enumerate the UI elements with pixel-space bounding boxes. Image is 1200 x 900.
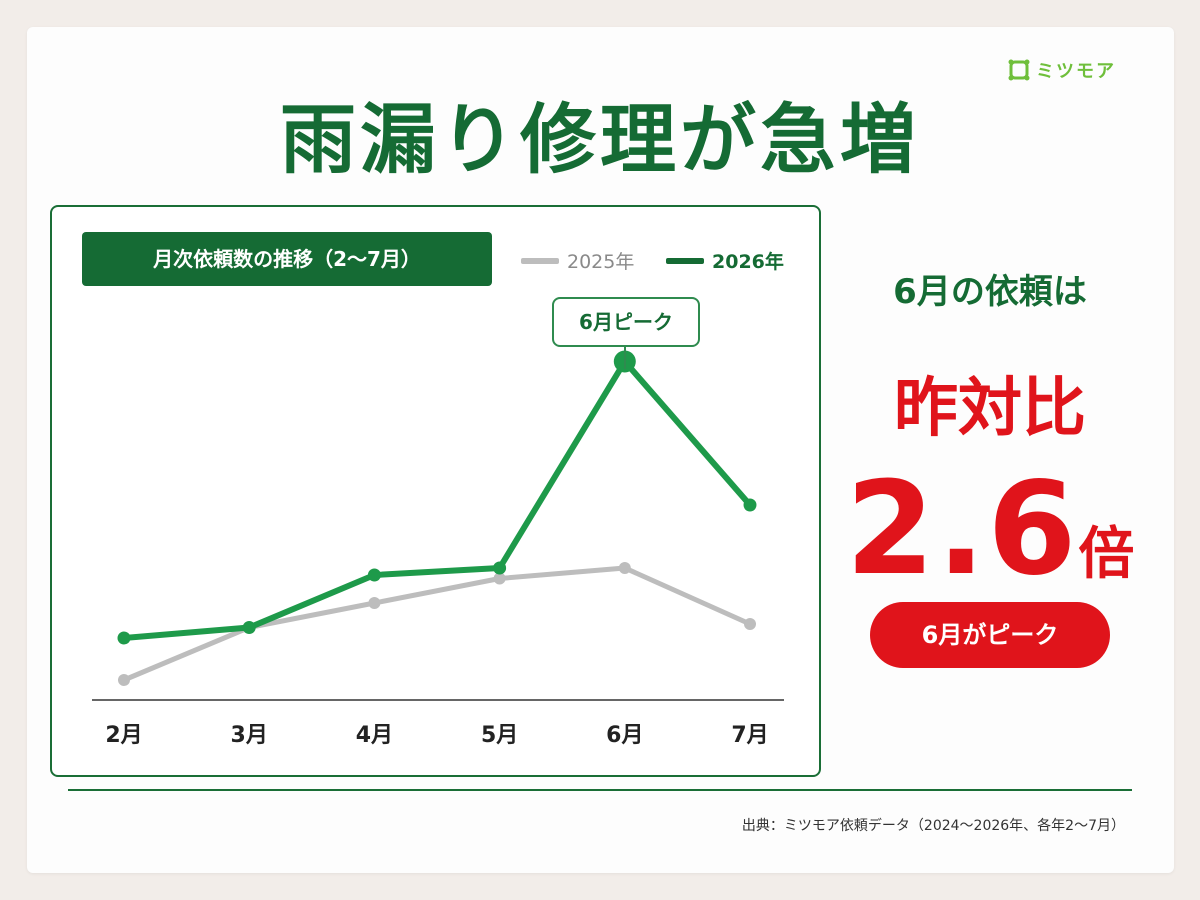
peak-badge: 6月がピーク (870, 602, 1110, 668)
highlight-number: 2.6 (845, 455, 1079, 604)
footer-divider (68, 789, 1132, 791)
x-tick-label: 6月 (606, 723, 643, 748)
highlight-value: 2.6倍 (840, 455, 1140, 604)
legend-label-2026: 2026年 (712, 251, 784, 273)
series-line-2026 (121, 358, 753, 641)
mitsumore-logo-icon (1008, 59, 1030, 81)
data-point-2026 (242, 621, 256, 634)
x-tick-label: 5月 (481, 723, 518, 748)
data-point-2025 (618, 562, 631, 574)
legend-swatch-2026 (666, 257, 704, 264)
data-point-2025 (493, 572, 506, 585)
data-point-2026 (367, 568, 381, 582)
page-title: 雨漏り修理が急増 (280, 95, 920, 184)
x-tick-label: 4月 (356, 723, 393, 748)
data-point-2025 (368, 597, 381, 609)
data-point-2026 (117, 631, 131, 645)
chart-title: 月次依頼数の推移（2〜7月） (82, 232, 492, 286)
data-point-2025 (118, 674, 130, 686)
source-note: 出典：ミツモア依頼データ（2024〜2026年、各年2〜7月） (741, 818, 1125, 834)
highlight-subject: 昨対比 (894, 372, 1086, 446)
brand-name: ミツモア (1036, 61, 1116, 82)
peak-annotation-pointer (624, 345, 626, 369)
series-line-2025 (121, 565, 753, 683)
x-tick-label: 3月 (231, 723, 268, 748)
x-tick-label: 7月 (731, 723, 768, 748)
x-tick-label: 2月 (105, 723, 142, 748)
brand-logo: ミツモア (1008, 58, 1116, 82)
highlight-lead: 6月の依頼は (893, 272, 1087, 312)
legend-item-2026: 2026年 (666, 247, 784, 274)
data-point-2025 (744, 618, 756, 630)
peak-annotation: 6月ピーク (552, 297, 700, 347)
legend-swatch-2025 (521, 257, 559, 264)
legend-label-2025: 2025年 (567, 251, 635, 273)
highlight-unit: 倍 (1078, 522, 1135, 587)
data-point-2026 (493, 561, 507, 575)
data-point-2026 (743, 498, 757, 512)
legend-item-2025: 2025年 (521, 247, 634, 274)
